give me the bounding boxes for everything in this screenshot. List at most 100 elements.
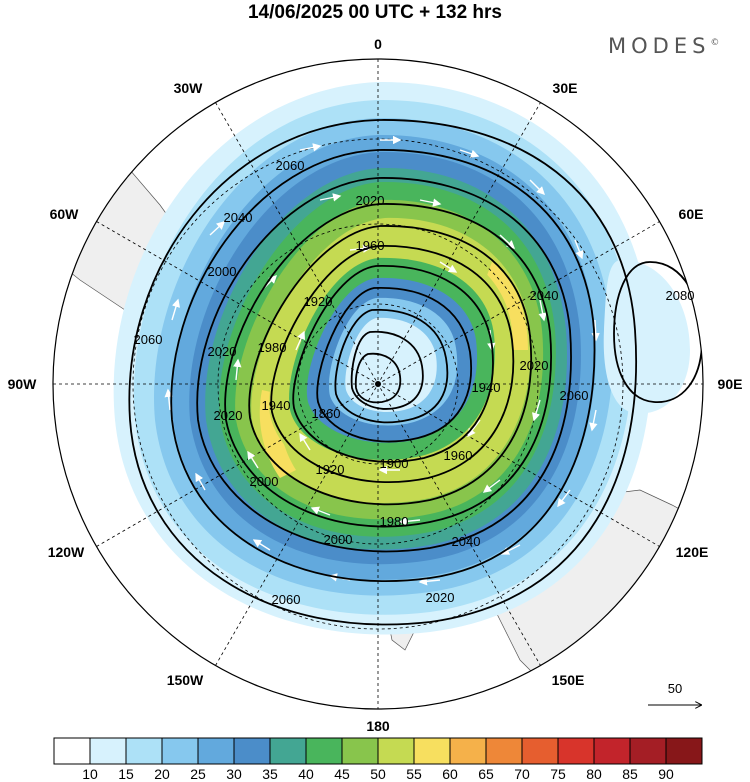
vector-reference: 50 (648, 681, 701, 705)
vector-arrow (418, 577, 441, 586)
contour-label: 2020 (208, 344, 237, 359)
colorbar-swatch (485, 737, 523, 765)
colorbar-swatch (413, 737, 451, 765)
vector-arrow (310, 506, 331, 516)
vector-arrow (529, 179, 545, 195)
globe-border (52, 58, 704, 710)
contour-2040 (170, 149, 596, 582)
contour-label: 1960 (444, 448, 473, 463)
longitude-label-0: 0 (374, 36, 382, 52)
colorbar-label: 35 (262, 766, 278, 782)
colorbar-label: 15 (118, 766, 134, 782)
south-pole-marker (375, 381, 381, 387)
contour-label: 2060 (272, 592, 301, 607)
longitude-label-120w: 120W (48, 544, 85, 560)
longitude-label-120e: 120E (676, 544, 709, 560)
copyright-mark: © (710, 38, 720, 48)
colorbar-swatch (449, 737, 487, 765)
contour-label: 2020 (426, 590, 455, 605)
map-area (53, 59, 703, 709)
vector-arrow (319, 193, 342, 202)
contour-1860 (354, 352, 402, 404)
contour-labels: 2060 2040 2020 1960 1920 1860 1900 1920 … (134, 158, 695, 607)
vector-arrow (589, 409, 598, 432)
colorbar-label: 65 (478, 766, 494, 782)
contour-label: 1920 (316, 462, 345, 477)
vector-arrow (299, 143, 322, 152)
contour-1900 (334, 309, 449, 424)
vector-reference-value: 50 (668, 681, 682, 696)
contour-label: 1940 (472, 380, 501, 395)
contour-1960 (270, 245, 515, 483)
contour-label: 2060 (560, 388, 589, 403)
colorbar-label: 90 (658, 766, 674, 782)
colorbar-swatch (593, 737, 631, 765)
longitude-label-90w: 90W (8, 376, 38, 392)
longitude-label-60w: 60W (50, 206, 80, 222)
contour-label: 1860 (312, 406, 341, 421)
longitude-labels: 0 30E 60E 90E 120E 150E 180 150W 120W 90… (8, 36, 743, 734)
contour-label: 2060 (134, 332, 163, 347)
colorbar-swatch (197, 737, 235, 765)
colorbar-label: 50 (370, 766, 386, 782)
shade-60E-blob (603, 259, 690, 414)
vector-arrow (574, 239, 584, 260)
colorbar-swatch (233, 737, 271, 765)
colorbar-swatch (377, 737, 415, 765)
contour-label: 1980 (258, 340, 287, 355)
longitude-label-60e: 60E (679, 206, 704, 222)
colorbar-swatch (125, 737, 163, 765)
vector-arrow (439, 261, 458, 273)
colorbar-label: 75 (550, 766, 566, 782)
vector-arrow (171, 298, 181, 321)
colorbar-swatch (161, 737, 199, 765)
contour-label: 2040 (530, 288, 559, 303)
colorbar-swatch (557, 737, 595, 765)
colorbar-label: 45 (334, 766, 350, 782)
contour-2060-outer (128, 119, 637, 626)
contour-label: 2000 (250, 474, 279, 489)
vector-arrow (467, 419, 481, 438)
contour-2000 (224, 203, 552, 528)
colorbar: 10 15 20 25 30 35 40 45 50 55 60 65 70 75 80 85 90 (53, 737, 703, 782)
contour-2020 (196, 177, 572, 553)
colorbar-label: 55 (406, 766, 422, 782)
contour-label: 1940 (262, 398, 291, 413)
colorbar-swatch (89, 737, 127, 765)
vector-arrow (499, 234, 516, 249)
vector-arrow (531, 399, 541, 422)
vector-arrow (500, 544, 521, 555)
map-title: 14/06/2025 00 UTC + 132 hrs (247, 2, 503, 23)
contour-1940 (292, 265, 494, 463)
longitude-label-150e: 150E (552, 672, 585, 688)
contour-label: 1900 (380, 456, 409, 471)
brand-logo: MODES© (608, 34, 719, 58)
vector-arrow (557, 489, 571, 508)
vector-arrow (195, 472, 206, 491)
colorbar-label: 70 (514, 766, 530, 782)
longitude-label-30e: 30E (553, 80, 578, 96)
contour-label: 2040 (452, 534, 481, 549)
contour-label: 2060 (276, 158, 305, 173)
vector-arrow (538, 299, 547, 322)
contour-label: 2080 (666, 288, 695, 303)
vector-arrow (233, 358, 242, 381)
colorbar-label: 40 (298, 766, 314, 782)
vector-arrow (591, 319, 600, 342)
vector-arrow (419, 198, 442, 207)
contour-label: 2020 (356, 193, 385, 208)
contour-label: 2020 (520, 358, 549, 373)
vector-arrow (295, 330, 305, 351)
vector-arrow (164, 388, 173, 411)
shade-60 (259, 262, 528, 478)
shade-15-inner (345, 317, 437, 412)
colorbar-label: 20 (154, 766, 170, 782)
contour-label: 2040 (224, 210, 253, 225)
vector-arrow (299, 432, 311, 451)
contour-label: 2000 (324, 532, 353, 547)
contour-1980 (248, 225, 532, 506)
colorbar-swatch (53, 737, 91, 765)
colorbar-swatch (341, 737, 379, 765)
longitude-label-30w: 30W (174, 80, 204, 96)
